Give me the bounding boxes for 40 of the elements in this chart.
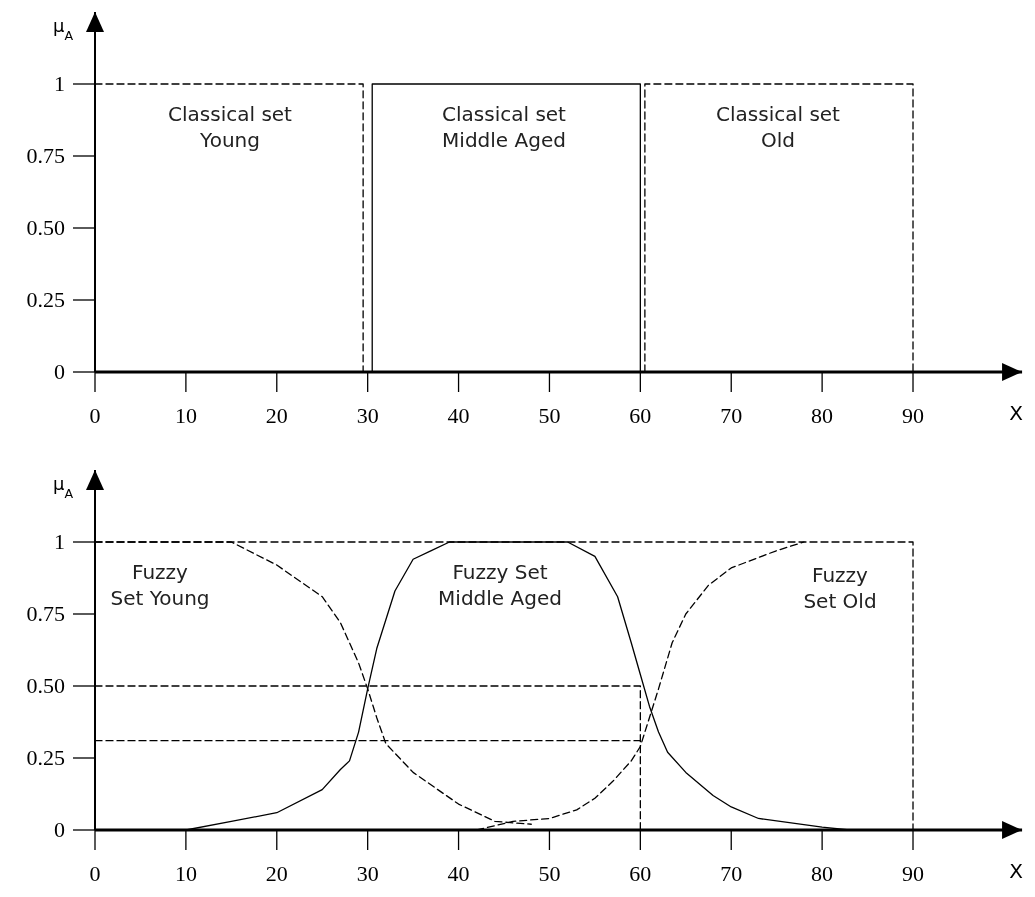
annotation: Fuzzy Set Young xyxy=(110,560,210,610)
x-tick-label: 40 xyxy=(447,403,470,428)
y-tick-label: 0.25 xyxy=(26,745,65,770)
x-tick-label: 90 xyxy=(902,403,925,428)
x-tick-label: 50 xyxy=(538,403,561,428)
annotation: Fuzzy Set Old xyxy=(803,563,877,613)
x-tick-label: 90 xyxy=(902,861,925,886)
x-tick-label: 80 xyxy=(811,403,834,428)
y-tick-label: 1 xyxy=(54,71,65,96)
annotation: Classical set Old xyxy=(716,102,841,152)
x-tick-label: 60 xyxy=(629,861,652,886)
x-tick-label: 10 xyxy=(174,861,197,886)
x-tick-label: 0 xyxy=(89,861,101,886)
y-tick-label: 0 xyxy=(54,359,65,384)
x-tick-label: 50 xyxy=(538,861,561,886)
annotation: Fuzzy Set Middle Aged xyxy=(438,560,562,610)
x-axis-title: X xyxy=(1009,401,1024,425)
y-axis-title: μ$_{A}$ xyxy=(53,15,74,43)
y-axis-title: μ$_{A}$ xyxy=(53,473,74,501)
annotation: Classical set Middle Aged xyxy=(442,102,567,152)
x-tick-label: 30 xyxy=(356,861,379,886)
x-tick-label: 70 xyxy=(720,861,743,886)
x-tick-label: 20 xyxy=(265,403,288,428)
x-axis-title: X xyxy=(1009,859,1024,883)
y-tick-label: 0.75 xyxy=(26,601,65,626)
y-tick-label: 0.50 xyxy=(26,215,65,240)
x-tick-label: 80 xyxy=(811,861,834,886)
x-tick-label: 20 xyxy=(265,861,288,886)
annotation: Classical set Young xyxy=(168,102,293,152)
y-tick-label: 0.50 xyxy=(26,673,65,698)
x-tick-label: 30 xyxy=(356,403,379,428)
y-tick-label: 0.25 xyxy=(26,287,65,312)
x-tick-label: 40 xyxy=(447,861,470,886)
y-tick-label: 0.75 xyxy=(26,143,65,168)
y-tick-label: 0 xyxy=(54,817,65,842)
x-tick-label: 60 xyxy=(629,403,652,428)
x-tick-label: 10 xyxy=(174,403,197,428)
y-tick-label: 1 xyxy=(54,529,65,554)
x-tick-label: 0 xyxy=(89,403,101,428)
x-tick-label: 70 xyxy=(720,403,743,428)
